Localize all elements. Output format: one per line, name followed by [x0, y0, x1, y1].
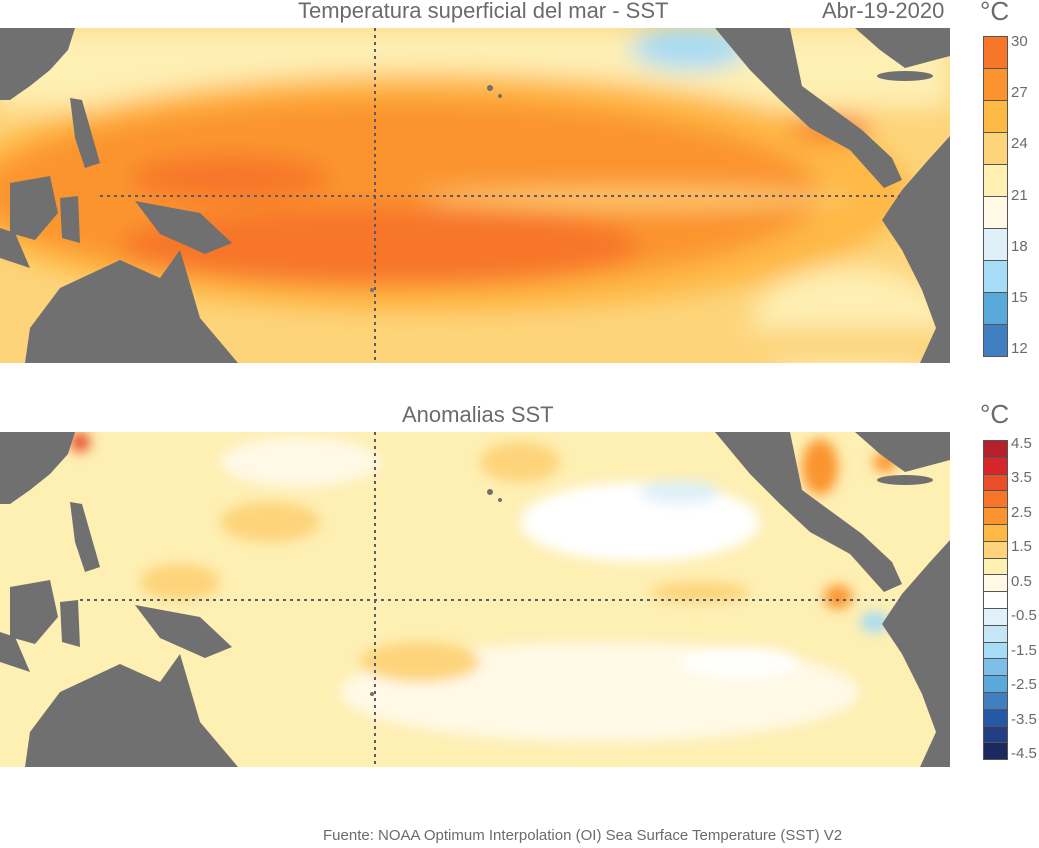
colorbar-bin	[984, 608, 1007, 626]
anomaly-colorbar-unit: °C	[980, 399, 1010, 429]
colorbar-bin	[984, 508, 1007, 525]
colorbar-bin	[984, 293, 1007, 325]
colorbar-bin	[984, 457, 1007, 475]
colorbar-label: 0.5	[1011, 572, 1032, 590]
colorbar-label: 24	[1011, 135, 1028, 153]
colorbar-bin	[984, 726, 1007, 744]
colorbar-bin	[984, 575, 1007, 593]
sst-map	[0, 28, 950, 363]
sst-map-date: Abr-19-2020	[822, 0, 945, 23]
sst-colorbar-unit: °C	[980, 0, 1010, 26]
colorbar-label: 1.5	[1011, 538, 1032, 556]
colorbar-bin	[984, 325, 1007, 356]
colorbar-bin	[984, 642, 1007, 660]
colorbar-bin	[984, 261, 1007, 293]
sst-colorbar	[983, 36, 1008, 357]
colorbar-bin	[984, 709, 1007, 727]
colorbar-label: 3.5	[1011, 469, 1032, 487]
colorbar-bin	[984, 441, 1007, 458]
colorbar-bin	[984, 541, 1007, 559]
colorbar-bin	[984, 558, 1007, 576]
colorbar-label: -2.5	[1011, 676, 1037, 694]
colorbar-label: 4.5	[1011, 435, 1032, 452]
colorbar-label: 30	[1011, 33, 1028, 50]
colorbar-label: -3.5	[1011, 710, 1037, 728]
colorbar-bin	[984, 592, 1007, 609]
colorbar-bin	[984, 69, 1007, 101]
anomaly-colorbar	[983, 440, 1008, 760]
colorbar-bin	[984, 101, 1007, 133]
colorbar-bin	[984, 133, 1007, 165]
anomaly-map	[0, 432, 950, 767]
colorbar-bin	[984, 474, 1007, 492]
colorbar-bin	[984, 491, 1007, 509]
sst-map-title: Temperatura superficial del mar - SST	[298, 0, 669, 23]
colorbar-label: -1.5	[1011, 641, 1037, 659]
colorbar-bin	[984, 676, 1007, 693]
colorbar-label: -0.5	[1011, 607, 1037, 625]
source-footer: Fuente: NOAA Optimum Interpolation (OI) …	[323, 827, 843, 844]
colorbar-label: 27	[1011, 84, 1028, 102]
colorbar-bin	[984, 229, 1007, 261]
colorbar-label: 18	[1011, 237, 1028, 255]
colorbar-bin	[984, 165, 1007, 197]
colorbar-bin	[984, 692, 1007, 710]
colorbar-label: 2.5	[1011, 503, 1032, 521]
colorbar-label: 15	[1011, 288, 1028, 306]
colorbar-bin	[984, 625, 1007, 643]
colorbar-bin	[984, 197, 1007, 229]
colorbar-label: 21	[1011, 186, 1028, 204]
colorbar-label: -4.5	[1011, 745, 1037, 762]
anomaly-map-title: Anomalias SST	[402, 402, 554, 427]
colorbar-bin	[984, 659, 1007, 677]
colorbar-bin	[984, 743, 1007, 760]
colorbar-bin	[984, 37, 1007, 69]
colorbar-label: 12	[1011, 340, 1028, 357]
colorbar-bin	[984, 524, 1007, 542]
